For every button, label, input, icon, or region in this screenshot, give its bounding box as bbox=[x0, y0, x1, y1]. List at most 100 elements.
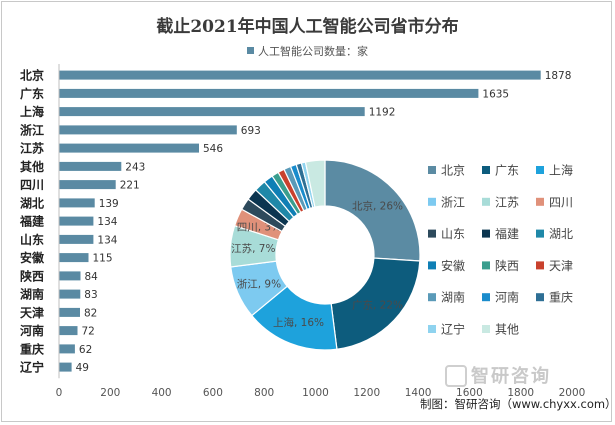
value-label-广东: 1635 bbox=[482, 88, 509, 100]
category-label-江苏: 江苏 bbox=[20, 141, 44, 156]
category-label-上海: 上海 bbox=[20, 104, 44, 119]
value-label-上海: 1192 bbox=[369, 107, 396, 119]
bar-legend-label: 人工智能公司数量：家 bbox=[258, 45, 368, 58]
bar-河南 bbox=[59, 326, 78, 336]
donut-label-浙江: 浙江, 9% bbox=[237, 279, 281, 291]
x-tick-800: 800 bbox=[254, 387, 274, 399]
pie-legend-label-其他: 其他 bbox=[495, 323, 519, 337]
category-label-陕西: 陕西 bbox=[20, 268, 44, 283]
pie-legend-swatch-浙江 bbox=[428, 197, 436, 206]
value-label-四川: 221 bbox=[120, 180, 140, 192]
pie-legend-label-浙江: 浙江 bbox=[441, 195, 465, 209]
donut-label-上海: 上海, 16% bbox=[273, 316, 324, 329]
value-label-湖南: 83 bbox=[84, 289, 97, 301]
pie-legend-swatch-湖南 bbox=[428, 293, 436, 302]
pie-legend-label-重庆: 重庆 bbox=[549, 291, 573, 305]
pie-legend-label-陕西: 陕西 bbox=[495, 258, 519, 273]
donut-label-北京: 北京, 26% bbox=[352, 200, 403, 213]
category-label-浙江: 浙江 bbox=[20, 122, 44, 137]
watermark-text: 智研咨询 bbox=[471, 366, 551, 387]
bar-山东 bbox=[59, 234, 94, 244]
bar-湖南 bbox=[59, 289, 81, 299]
bar-安徽 bbox=[59, 253, 89, 263]
value-label-辽宁: 49 bbox=[76, 362, 89, 374]
category-label-河南: 河南 bbox=[19, 323, 44, 338]
donut-slice-广东 bbox=[330, 257, 421, 350]
donut-label-江苏: 江苏, 7% bbox=[231, 242, 275, 255]
pie-legend-swatch-江苏 bbox=[482, 197, 490, 206]
pie-legend-swatch-上海 bbox=[536, 166, 544, 174]
watermark: 智研咨询 bbox=[445, 362, 551, 388]
x-tick-600: 600 bbox=[203, 387, 223, 399]
pie-legend-swatch-湖北 bbox=[536, 229, 544, 238]
x-tick-200: 200 bbox=[100, 387, 120, 399]
pie-legend-swatch-山东 bbox=[428, 229, 436, 238]
pie-legend-label-四川: 四川 bbox=[549, 195, 573, 209]
category-label-福建: 福建 bbox=[19, 214, 45, 229]
x-tick-1600: 1600 bbox=[456, 387, 483, 399]
category-label-湖南: 湖南 bbox=[20, 287, 44, 302]
pie-legend-swatch-广东 bbox=[482, 166, 490, 174]
pie-legend-swatch-福建 bbox=[482, 229, 490, 238]
x-tick-2000: 2000 bbox=[559, 387, 586, 399]
bar-legend: 人工智能公司数量：家 bbox=[0, 43, 615, 59]
pie-legend-swatch-安徽 bbox=[428, 261, 436, 270]
value-label-山东: 134 bbox=[97, 234, 117, 246]
category-label-湖北: 湖北 bbox=[20, 195, 44, 210]
pie-legend-swatch-辽宁 bbox=[428, 325, 436, 333]
source-credit: 制图：智研咨询（www.chyxx.com） bbox=[420, 397, 615, 411]
category-label-北京: 北京 bbox=[20, 68, 44, 83]
x-tick-1800: 1800 bbox=[507, 387, 534, 399]
category-label-山东: 山东 bbox=[20, 232, 44, 247]
pie-legend-swatch-重庆 bbox=[536, 293, 544, 302]
chart-title: 截止2021年中国人工智能公司省市分布 bbox=[156, 17, 459, 37]
pie-legend-label-山东: 山东 bbox=[441, 227, 465, 241]
category-label-四川: 四川 bbox=[20, 178, 44, 192]
bar-浙江 bbox=[59, 125, 237, 135]
pie-legend-label-福建: 福建 bbox=[495, 226, 519, 241]
pie-legend-label-安徽: 安徽 bbox=[441, 258, 465, 273]
category-label-其他: 其他 bbox=[20, 159, 44, 174]
category-label-广东: 广东 bbox=[20, 86, 44, 101]
donut-slice-北京 bbox=[324, 159, 421, 262]
category-label-重庆: 重庆 bbox=[20, 341, 44, 356]
pie-legend-swatch-陕西 bbox=[482, 261, 490, 270]
bar-legend-swatch bbox=[247, 47, 254, 54]
value-label-浙江: 693 bbox=[241, 125, 261, 137]
value-label-陕西: 84 bbox=[85, 271, 99, 283]
value-label-重庆: 62 bbox=[79, 344, 92, 356]
bar-陕西 bbox=[59, 271, 81, 281]
x-tick-1400: 1400 bbox=[405, 387, 432, 399]
bar-重庆 bbox=[59, 344, 75, 354]
pie-legend-swatch-河南 bbox=[482, 293, 490, 302]
category-label-辽宁: 辽宁 bbox=[20, 360, 44, 375]
value-label-安徽: 115 bbox=[93, 253, 113, 265]
value-label-湖北: 139 bbox=[99, 198, 119, 210]
pie-legend-swatch-北京 bbox=[428, 166, 436, 174]
category-label-天津: 天津 bbox=[20, 305, 44, 320]
value-label-其他: 243 bbox=[125, 161, 145, 173]
pie-legend-label-上海: 上海 bbox=[549, 163, 573, 178]
category-label-安徽: 安徽 bbox=[20, 250, 45, 265]
bar-天津 bbox=[59, 307, 80, 317]
pie-legend-label-辽宁: 辽宁 bbox=[441, 322, 465, 337]
value-label-江苏: 546 bbox=[203, 143, 223, 155]
pie-legend-swatch-天津 bbox=[536, 261, 544, 270]
donut-slice-其他 bbox=[304, 159, 326, 208]
pie-legend-swatch-其他 bbox=[482, 325, 490, 333]
bar-江苏 bbox=[59, 143, 199, 153]
bar-福建 bbox=[59, 216, 94, 226]
bar-其他 bbox=[59, 161, 122, 171]
bar-湖北 bbox=[59, 198, 95, 208]
pie-legend-swatch-四川 bbox=[536, 197, 544, 206]
pie-legend-label-河南: 河南 bbox=[495, 290, 519, 305]
pie-legend-label-天津: 天津 bbox=[549, 259, 573, 273]
x-tick-1200: 1200 bbox=[353, 387, 380, 399]
watermark-logo-icon bbox=[445, 365, 467, 387]
x-tick-1000: 1000 bbox=[302, 387, 329, 399]
bar-四川 bbox=[59, 180, 116, 190]
pie-legend-label-北京: 北京 bbox=[441, 164, 465, 178]
pie-legend-label-广东: 广东 bbox=[495, 164, 519, 178]
x-tick-0: 0 bbox=[56, 387, 63, 399]
